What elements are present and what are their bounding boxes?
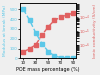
X-axis label: POE mass percentage (%): POE mass percentage (%) [16, 67, 80, 72]
Y-axis label: Ionic conductivity (S/cm): Ionic conductivity (S/cm) [92, 4, 96, 58]
Y-axis label: Modulus at break (MPa): Modulus at break (MPa) [4, 5, 8, 56]
